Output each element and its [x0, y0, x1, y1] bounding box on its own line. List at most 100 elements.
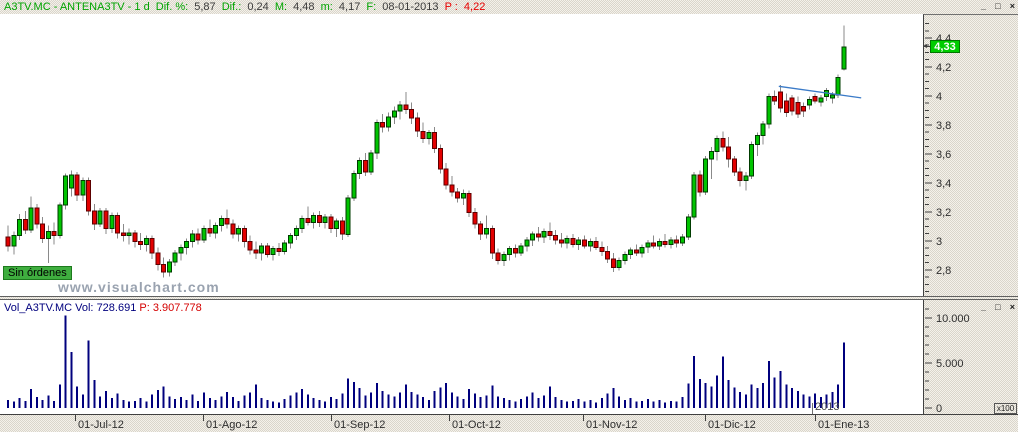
volume-bar [479, 397, 482, 408]
volume-bar [664, 402, 667, 408]
volume-chart-plot[interactable]: Vol_A3TV.MC Vol: 728.691 P: 3.907.778 20… [0, 300, 923, 414]
last-price-arrow-icon [923, 44, 930, 48]
candle-body [103, 210, 109, 229]
symbol-title: A3TV.MC - ANTENA3TV - 1 d [4, 1, 150, 13]
month-label: 01-Jul-12 [78, 419, 124, 431]
candle-body [115, 214, 120, 234]
volume-bar [704, 382, 707, 408]
volume-header: Vol_A3TV.MC Vol: 728.691 P: 3.907.778 [4, 302, 202, 314]
month-tick [331, 415, 332, 421]
volume-bar [105, 390, 107, 408]
volume-bar [191, 394, 194, 408]
candle-body [391, 110, 397, 118]
candle-body [138, 241, 144, 245]
candle-body [818, 97, 824, 103]
volume-bar [76, 386, 79, 408]
candle-body [201, 227, 207, 241]
candle-body [501, 254, 507, 261]
candle-body [207, 227, 213, 234]
last-label: P : [444, 1, 458, 13]
volume-bar [675, 401, 678, 408]
volume-bar [364, 395, 367, 408]
candle-body [161, 264, 167, 273]
candle-body [57, 204, 63, 237]
volume-bar [387, 394, 390, 408]
candle-body [276, 248, 282, 253]
candle-body [143, 238, 149, 245]
restore-icon[interactable]: □ [995, 302, 1001, 312]
svg-text:0: 0 [936, 403, 942, 414]
candlestick-chart[interactable] [0, 14, 923, 296]
volume-bar [18, 398, 21, 408]
svg-text:3,8: 3,8 [936, 120, 951, 132]
close-icon[interactable]: × [1009, 1, 1015, 11]
volume-bar [756, 388, 759, 408]
candle-body [478, 223, 484, 235]
volume-bar [468, 389, 471, 408]
month-tick [705, 415, 706, 421]
candle-body [328, 216, 334, 229]
minimize-icon[interactable]: _ [981, 302, 987, 312]
candle-body [639, 246, 645, 254]
volume-bar [139, 398, 142, 408]
candle-body [305, 217, 311, 224]
candle-body [466, 193, 472, 213]
volume-bar [606, 393, 609, 408]
candle-body [726, 146, 732, 160]
volume-bar [802, 394, 805, 408]
volume-bar [710, 386, 713, 408]
volume-bar [785, 384, 788, 408]
month-label: 01-Nov-12 [586, 419, 638, 431]
candle-body [558, 239, 564, 244]
volume-bar [791, 388, 793, 408]
month-label: 01-Ago-12 [206, 419, 258, 431]
volume-bar [543, 395, 546, 408]
volume-axis[interactable]: 0 5.000 10.000 [923, 300, 1018, 414]
volume-bar [416, 394, 419, 408]
volume-bar [81, 394, 84, 408]
volume-bar [53, 400, 56, 408]
volume-bar [312, 398, 315, 408]
panel-separator[interactable] [0, 296, 1018, 300]
candle-body [270, 248, 276, 255]
volume-p-label: P: [139, 302, 150, 314]
candle-body [299, 217, 305, 229]
svg-text:5.000: 5.000 [936, 358, 964, 370]
candle-body [668, 239, 674, 245]
price-chart-plot[interactable]: Sin órdenes www.visualchart.com [0, 14, 923, 296]
candle-body [311, 214, 316, 224]
candle-body [656, 241, 662, 247]
candle-body [731, 158, 737, 173]
volume-bars-chart[interactable] [0, 300, 923, 414]
no-orders-badge: Sin órdenes [3, 266, 72, 280]
time-axis[interactable]: 01-Jul-12 01-Ago-12 01-Sep-12 01-Oct-12 01-N… [0, 415, 1018, 432]
minimize-icon[interactable]: _ [981, 1, 987, 11]
volume-bar [572, 400, 574, 408]
candle-body [403, 104, 409, 111]
volume-bar [474, 393, 476, 408]
volume-bar [318, 399, 321, 408]
candle-body [86, 180, 92, 212]
close-icon[interactable]: × [1009, 302, 1015, 312]
candle-body [11, 235, 17, 247]
candle-body [530, 233, 536, 241]
volume-bar [525, 396, 528, 408]
candle-body [455, 191, 461, 199]
candle-body [524, 239, 530, 247]
candle-body [645, 242, 651, 248]
restore-icon[interactable]: □ [995, 1, 1001, 11]
volume-bar [837, 384, 840, 408]
volume-bar [554, 397, 557, 408]
volume-bar [652, 401, 655, 408]
candle-body [230, 223, 236, 235]
volume-bar [439, 387, 442, 408]
volume-bar [341, 393, 344, 408]
candle-body [801, 106, 807, 112]
price-axis[interactable]: 4,4 4,2 4 3,8 3,6 3,4 3,2 3 2,8 [923, 14, 1018, 296]
candle-body [316, 214, 322, 224]
volume-bar [145, 401, 148, 408]
candle-body [489, 227, 495, 254]
volume-bar [381, 390, 384, 408]
candle-body [605, 251, 611, 260]
volume-bar [739, 391, 742, 408]
